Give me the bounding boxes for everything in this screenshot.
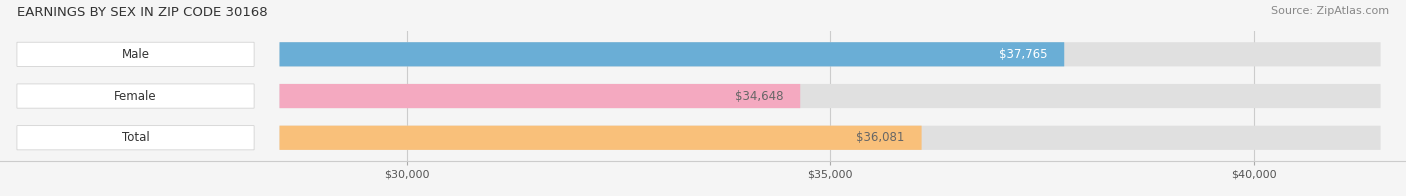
Text: Female: Female [114, 90, 157, 103]
Text: $36,081: $36,081 [856, 131, 904, 144]
FancyBboxPatch shape [17, 126, 254, 150]
FancyBboxPatch shape [280, 84, 800, 108]
FancyBboxPatch shape [17, 42, 254, 66]
Text: Male: Male [121, 48, 149, 61]
FancyBboxPatch shape [280, 42, 1064, 66]
Text: $37,765: $37,765 [998, 48, 1047, 61]
Text: EARNINGS BY SEX IN ZIP CODE 30168: EARNINGS BY SEX IN ZIP CODE 30168 [17, 6, 267, 19]
FancyBboxPatch shape [280, 84, 1381, 108]
FancyBboxPatch shape [17, 84, 254, 108]
FancyBboxPatch shape [280, 42, 1381, 66]
Text: $34,648: $34,648 [735, 90, 783, 103]
Text: Total: Total [122, 131, 149, 144]
FancyBboxPatch shape [280, 126, 1381, 150]
FancyBboxPatch shape [280, 126, 921, 150]
Text: Source: ZipAtlas.com: Source: ZipAtlas.com [1271, 6, 1389, 16]
